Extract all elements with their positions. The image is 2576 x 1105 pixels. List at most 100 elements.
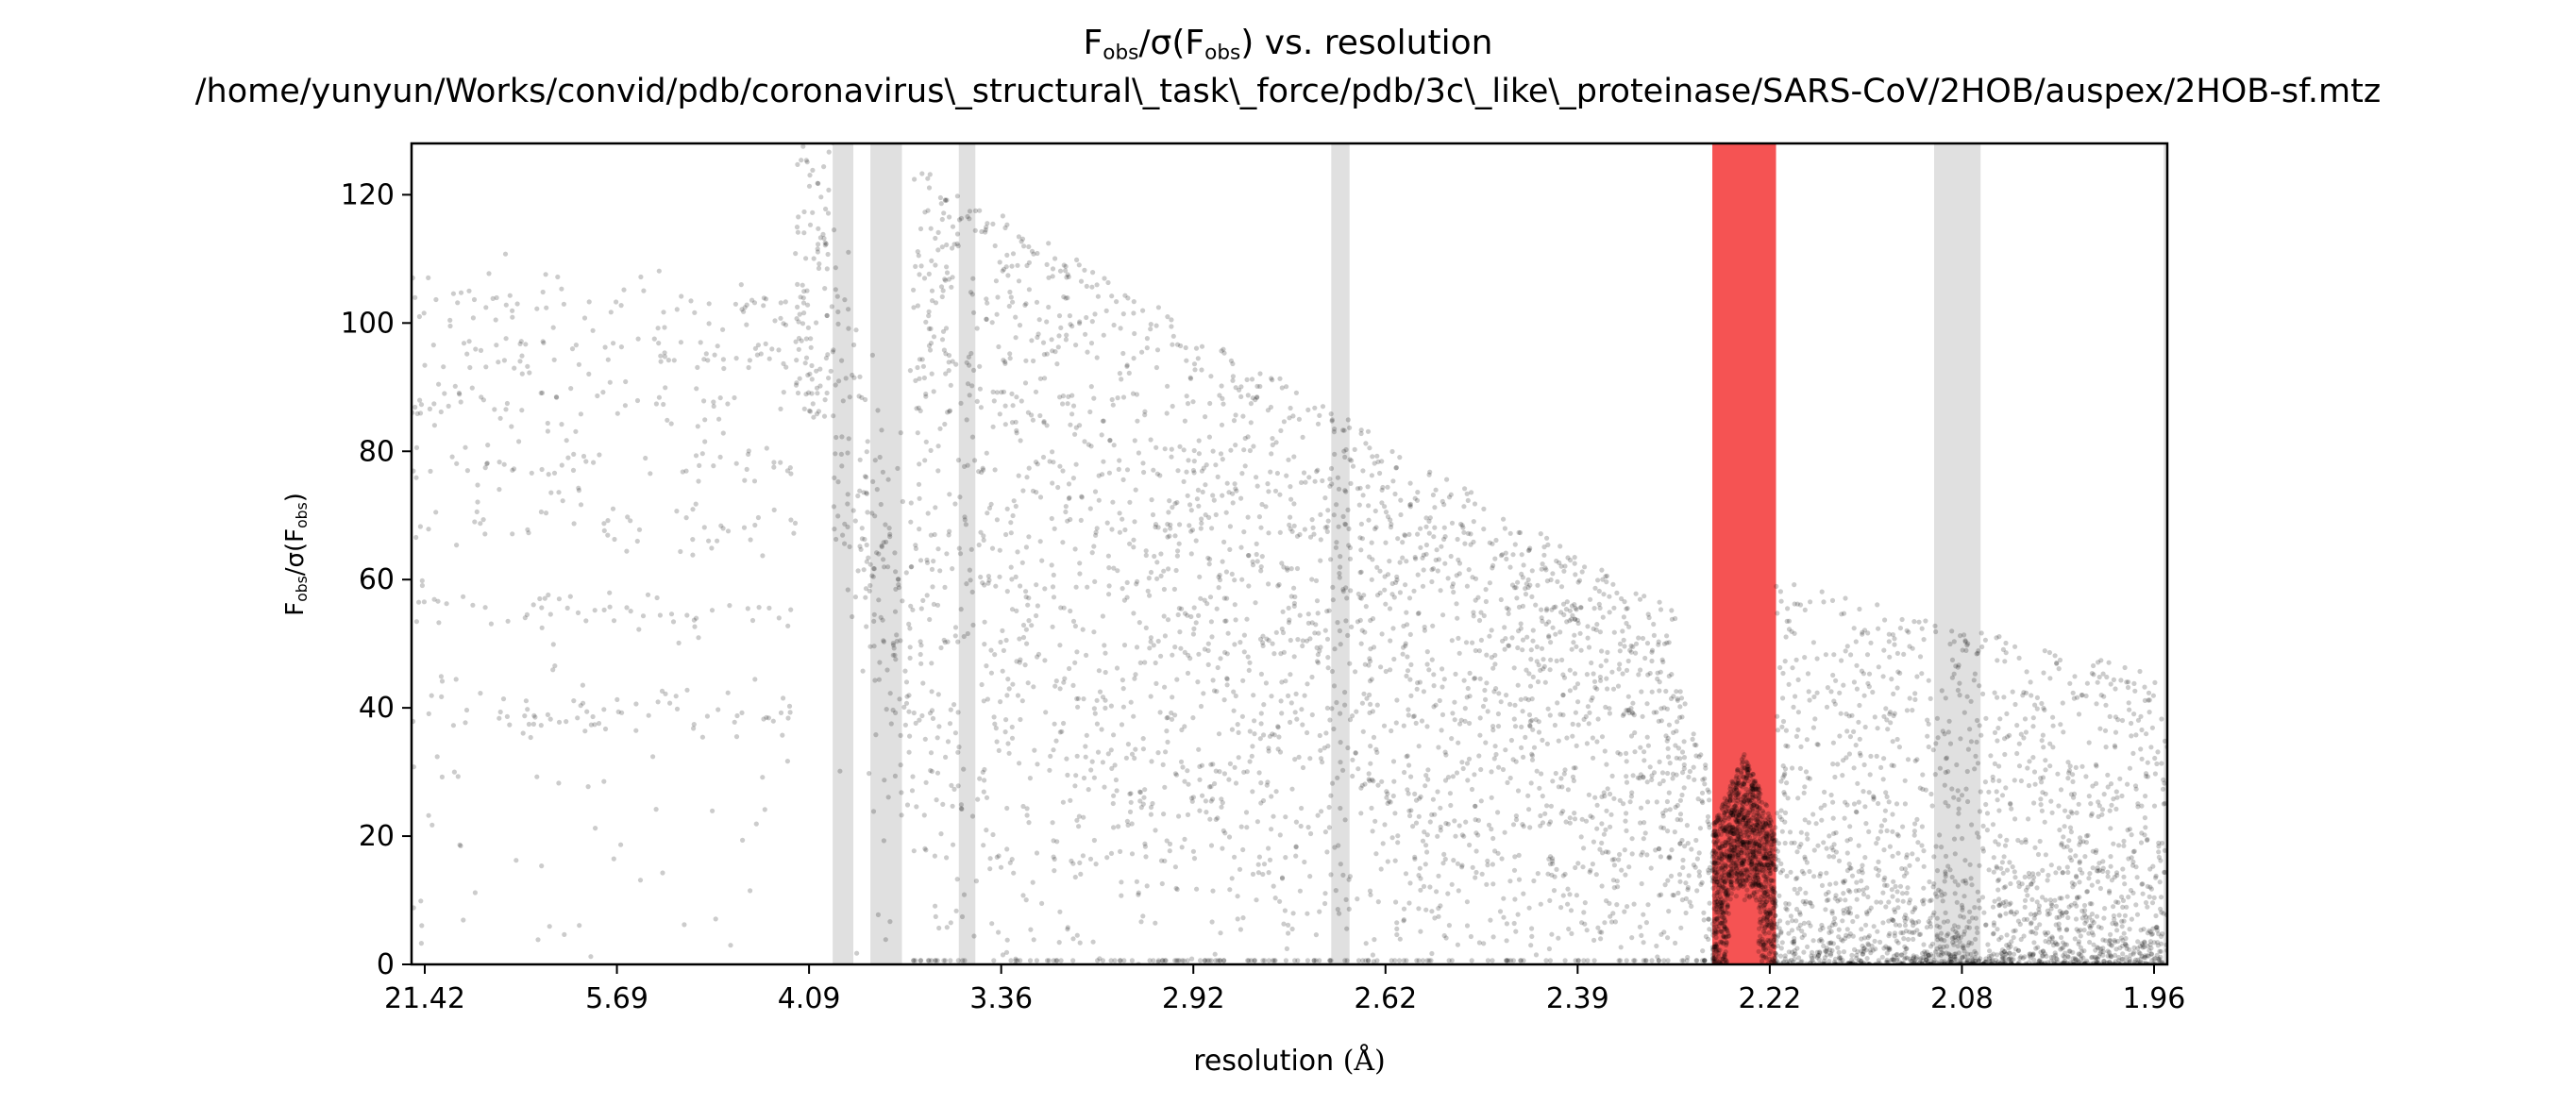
scatter-point-814 (1334, 699, 1339, 706)
scatter-point-2146 (1288, 719, 1293, 726)
scatter-point-4623 (1866, 671, 1873, 677)
scatter-point-1259 (1421, 552, 1426, 558)
scatter-point-1624 (1233, 693, 1238, 699)
scatter-point-159 (472, 890, 478, 896)
scatter-point-3711 (1677, 812, 1684, 817)
scatter-point-906 (925, 958, 932, 963)
scatter-point-2939 (1375, 459, 1381, 464)
scatter-point-2381 (1513, 585, 1519, 591)
scatter-point-3090 (1307, 874, 1313, 879)
scatter-point-3384 (1026, 820, 1032, 826)
scatter-point-2928 (1342, 488, 1348, 494)
scatter-point-2825 (1256, 854, 1262, 860)
scatter-point-541 (821, 236, 827, 242)
scatter-point-1268 (971, 310, 977, 315)
scatter-point-3412 (1072, 623, 1078, 629)
scatter-point-2517 (1619, 867, 1625, 873)
scatter-point-4257 (2029, 896, 2035, 902)
scatter-point-3728 (1681, 762, 1687, 768)
scatter-point-2967 (1237, 866, 1243, 872)
scatter-point-1248 (1296, 416, 1302, 422)
scatter-point-3095 (922, 736, 928, 742)
scatter-point-1568 (1110, 499, 1116, 505)
scatter-point-1194 (1538, 531, 1543, 537)
scatter-point-3720 (1677, 797, 1683, 803)
scatter-point-1490 (1360, 468, 1366, 474)
scatter-point-158 (431, 423, 437, 428)
scatter-point-3100 (1375, 899, 1381, 905)
scatter-point-1513 (1418, 544, 1423, 550)
scatter-point-626 (839, 434, 845, 440)
scatter-point-3726 (1679, 897, 1685, 903)
scatter-point-2738 (1004, 805, 1010, 812)
scatter-point-1560 (1607, 610, 1612, 615)
scatter-point-1451 (1153, 444, 1159, 450)
scatter-point-3395 (1558, 610, 1564, 615)
scatter-point-3600 (980, 769, 985, 775)
scatter-point-3689 (1689, 903, 1694, 910)
scatter-point-1051 (1441, 502, 1447, 508)
scatter-point-3255 (1372, 508, 1378, 514)
scatter-point-2290 (1601, 790, 1607, 795)
scatter-point-296 (662, 350, 667, 356)
scatter-point-585 (795, 229, 801, 235)
scatter-point-2497 (1069, 411, 1075, 417)
scatter-point-1728 (966, 354, 971, 360)
scatter-point-3385 (1594, 622, 1600, 628)
scatter-point-4355 (2023, 887, 2029, 894)
scatter-point-2863 (1155, 305, 1161, 310)
scatter-point-983 (1665, 878, 1671, 883)
scatter-point-3 (655, 326, 661, 331)
scatter-point-2762 (1626, 624, 1632, 629)
scatter-point-1685 (1429, 909, 1435, 914)
scatter-point-2429 (1252, 731, 1257, 737)
scatter-point-2254 (1387, 798, 1392, 804)
scatter-point-2281 (1612, 919, 1618, 925)
scatter-point-1171 (1267, 733, 1273, 739)
scatter-point-2250 (955, 710, 961, 715)
scatter-point-1077 (1504, 958, 1509, 963)
scatter-point-1835 (1418, 794, 1423, 800)
scatter-point-3938 (1721, 954, 1726, 960)
scatter-point-1329 (1338, 740, 1343, 745)
scatter-point-3915 (1734, 844, 1740, 849)
scatter-point-3889 (1744, 850, 1750, 857)
scatter-point-1615 (1233, 617, 1238, 623)
scatter-point-1652 (941, 210, 947, 216)
scatter-point-2565 (1258, 564, 1264, 570)
scatter-point-3421 (1641, 958, 1646, 963)
scatter-point-1195 (1416, 873, 1422, 879)
scatter-point-2872 (1103, 697, 1108, 703)
scatter-point-4438 (2105, 874, 2111, 879)
scatter-point-3521 (950, 224, 956, 229)
scatter-point-2249 (1019, 236, 1026, 242)
scatter-point-2924 (1427, 515, 1433, 521)
scatter-point-3589 (1174, 342, 1181, 347)
scatter-point-3755 (1726, 823, 1732, 829)
scatter-point-778 (892, 652, 898, 658)
scatter-point-3748 (1769, 920, 1775, 926)
scatter-point-505 (817, 383, 823, 389)
scatter-point-3099 (1661, 929, 1667, 935)
scatter-point-160 (703, 351, 709, 357)
scatter-point-3142 (1245, 654, 1251, 660)
scatter-point-527 (817, 235, 824, 241)
scatter-point-574 (822, 397, 828, 403)
scatter-point-3671 (1679, 714, 1685, 720)
scatter-point-2217 (1136, 450, 1141, 456)
scatter-point-4424 (1999, 860, 2005, 865)
scatter-point-2406 (1026, 465, 1032, 471)
scatter-point-252 (466, 339, 472, 344)
scatter-point-4760 (1932, 891, 1938, 896)
scatter-point-292 (428, 468, 433, 474)
scatter-point-1951 (1329, 706, 1335, 712)
scatter-point-3027 (1123, 755, 1129, 761)
scatter-point-2263 (1355, 896, 1360, 902)
scatter-point-1975 (1350, 757, 1355, 762)
scatter-point-898 (1377, 470, 1383, 477)
scatter-point-2994 (1338, 711, 1343, 716)
scatter-point-1478 (1415, 531, 1421, 537)
scatter-point-20 (716, 416, 722, 422)
scatter-point-880 (933, 913, 938, 920)
scatter-point-2919 (1284, 384, 1289, 390)
